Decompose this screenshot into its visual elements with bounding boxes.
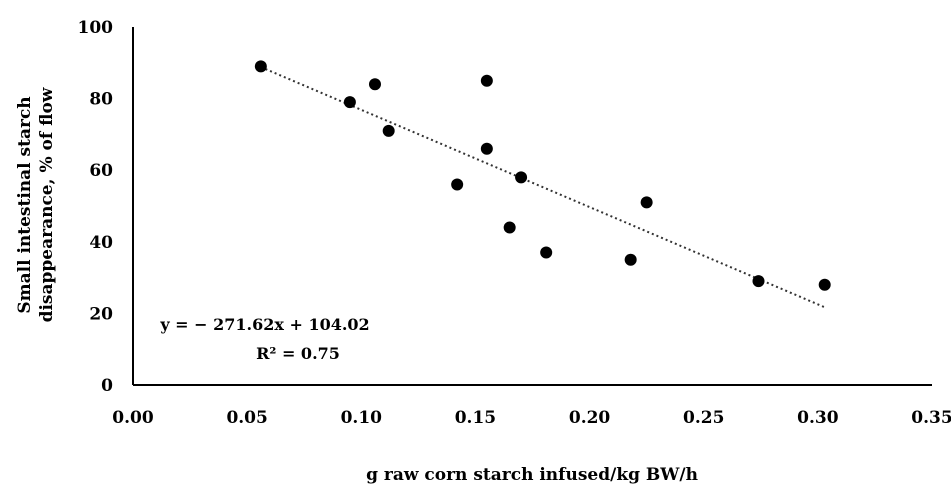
y-tick-label: 0 — [101, 376, 113, 396]
data-point — [343, 96, 356, 109]
y-tick-label: 40 — [89, 233, 113, 253]
data-point — [382, 124, 395, 137]
y-axis-title-line-1: Small intestinal starch — [15, 96, 35, 313]
data-point — [640, 196, 653, 209]
data-point — [540, 246, 553, 259]
r-squared-label: R² = 0.75 — [256, 344, 340, 363]
data-point — [818, 278, 831, 291]
x-tick-label: 0.10 — [341, 408, 383, 428]
data-point — [254, 60, 267, 73]
y-tick-label: 80 — [89, 90, 113, 110]
data-point — [752, 275, 765, 288]
data-point — [515, 171, 528, 184]
trendline-equation: y = − 271.62x + 104.02 — [159, 315, 369, 334]
x-tick-labels: 0.00 0.05 0.10 0.15 0.20 0.25 0.30 0.35 — [112, 408, 951, 428]
x-tick-label: 0.35 — [911, 408, 951, 428]
data-point — [503, 221, 516, 234]
x-tick-label: 0.00 — [112, 408, 154, 428]
data-point — [451, 178, 464, 191]
y-axis-title: Small intestinal starch disappearance, %… — [15, 87, 57, 322]
x-tick-label: 0.20 — [569, 408, 611, 428]
data-points — [254, 60, 831, 291]
y-tick-labels: 0 20 40 60 80 100 — [78, 18, 114, 396]
data-point — [368, 78, 381, 91]
trendline — [260, 66, 826, 309]
x-tick-label: 0.30 — [797, 408, 839, 428]
y-axis-title-line-2: disappearance, % of flow — [37, 87, 57, 322]
y-tick-label: 100 — [78, 18, 114, 38]
x-tick-label: 0.05 — [226, 408, 267, 428]
data-point — [480, 74, 493, 87]
x-axis-title: g raw corn starch infused/kg BW/h — [366, 465, 698, 485]
x-tick-label: 0.25 — [683, 408, 724, 428]
data-point — [480, 142, 493, 155]
y-tick-label: 20 — [89, 304, 113, 324]
y-tick-label: 60 — [89, 161, 113, 181]
x-tick-label: 0.15 — [455, 408, 496, 428]
data-point — [624, 253, 637, 266]
